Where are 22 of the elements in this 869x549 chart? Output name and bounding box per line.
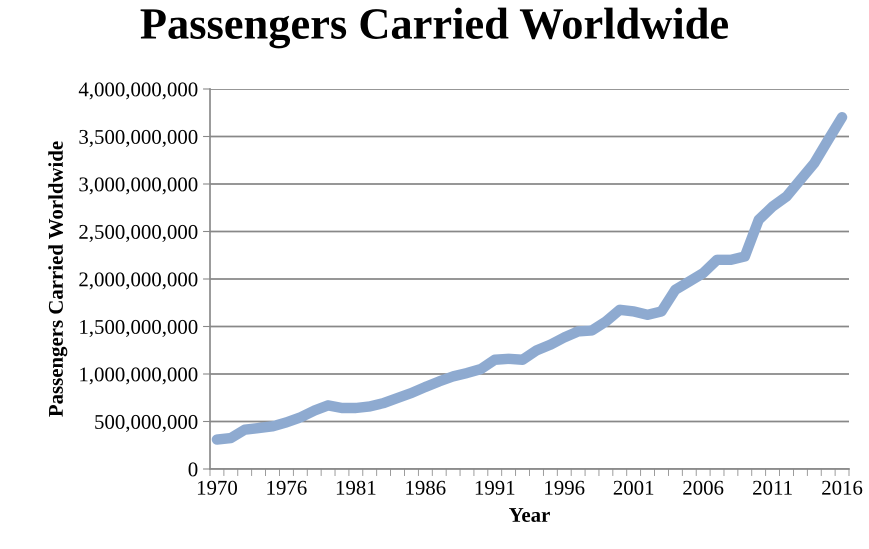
y-tick-label: 1,500,000,000 xyxy=(80,320,198,337)
x-tick-label: 1970 xyxy=(198,480,237,495)
x-axis-title: Year xyxy=(509,508,550,522)
y-tick-label: 0 xyxy=(188,462,198,476)
x-tick-label: 1991 xyxy=(476,480,514,495)
x-tick-label: 2001 xyxy=(614,480,654,495)
chart-title: Passengers Carried Worldwide xyxy=(140,8,728,48)
y-tick-label: 4,000,000,000 xyxy=(78,82,198,100)
y-tick-label: 2,000,000,000 xyxy=(79,272,198,290)
x-tick-label: 2016 xyxy=(822,480,862,495)
x-tick-label: 1976 xyxy=(267,480,307,495)
x-tick-label: 1981 xyxy=(336,480,376,495)
y-tick-label: 1,000,000,000 xyxy=(80,367,198,384)
x-tick-label: 1986 xyxy=(406,480,446,495)
y-tick-label: 3,500,000,000 xyxy=(79,130,198,147)
x-tick-label: 2011 xyxy=(753,480,792,495)
y-tick-label: 3,000,000,000 xyxy=(79,177,198,194)
x-tick-label: 2006 xyxy=(683,480,724,495)
y-axis-title: Passengers Carried Worldwide xyxy=(48,141,68,417)
y-tick-label: 2,500,000,000 xyxy=(79,224,198,242)
x-tick-label: 1996 xyxy=(545,480,584,495)
y-tick-label: 500,000,000 xyxy=(95,414,198,432)
